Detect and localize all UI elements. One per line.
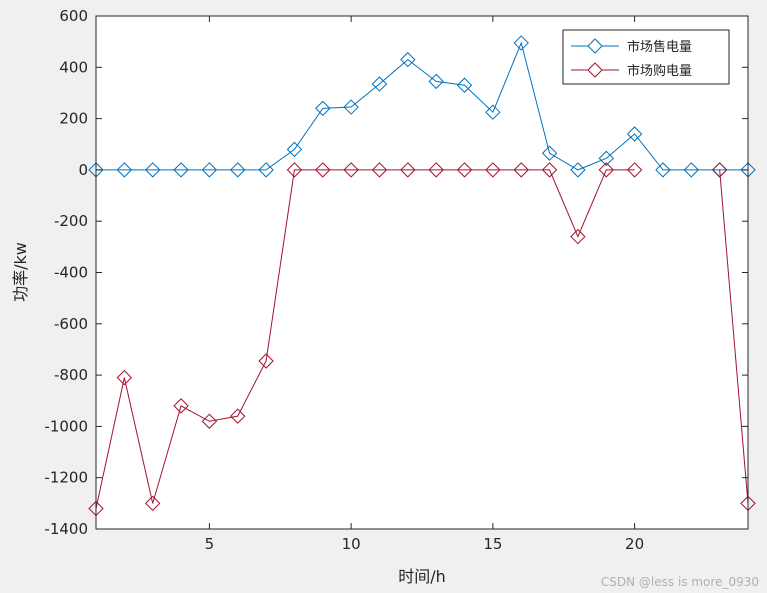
y-tick-label: -1400 <box>44 520 88 538</box>
data-point-marker <box>286 162 303 178</box>
y-tick-label: 0 <box>78 161 88 179</box>
data-point-marker <box>513 35 529 51</box>
data-point-marker <box>144 162 161 178</box>
data-point-marker <box>371 76 388 92</box>
data-point-marker <box>371 162 388 178</box>
series-layer <box>88 35 756 517</box>
data-point-marker <box>258 353 274 369</box>
legend-label: 市场购电量 <box>627 63 692 79</box>
x-tick-label: 5 <box>205 535 215 553</box>
legend-marker <box>587 38 603 54</box>
data-point-marker <box>343 162 359 178</box>
data-point-marker <box>201 162 218 178</box>
data-point-marker <box>513 162 529 178</box>
data-point-marker <box>711 162 728 178</box>
data-point-marker <box>116 369 133 386</box>
data-point-marker <box>116 162 133 178</box>
y-tick-label: -1000 <box>44 417 88 435</box>
data-point-marker <box>456 162 473 178</box>
data-point-marker <box>456 77 473 93</box>
data-point-marker <box>626 162 643 178</box>
data-point-marker <box>258 162 274 178</box>
series-line <box>96 41 748 171</box>
data-point-marker <box>541 162 558 178</box>
x-tick-label: 15 <box>483 535 502 553</box>
data-point-marker <box>230 162 246 178</box>
data-point-marker <box>485 104 501 120</box>
data-point-marker <box>485 162 501 178</box>
data-point-marker <box>315 162 331 178</box>
legend-item: 市场购电量 <box>571 62 692 79</box>
y-tick-label: -800 <box>54 366 88 384</box>
data-point-marker <box>598 150 614 167</box>
data-point-marker <box>683 162 700 178</box>
x-tick-label: 20 <box>625 535 644 553</box>
legend-item: 市场售电量 <box>571 38 692 55</box>
data-point-marker <box>626 126 643 142</box>
legend-box <box>562 29 730 85</box>
y-tick-label: -600 <box>54 315 88 333</box>
watermark: CSDN @less is more_0930 <box>600 575 759 589</box>
y-tick-label: -200 <box>54 212 88 230</box>
data-point-marker <box>230 408 246 424</box>
data-point-marker <box>315 100 331 117</box>
y-tick-label: -1200 <box>44 469 88 487</box>
legend-label: 市场售电量 <box>627 39 692 55</box>
data-point-marker <box>570 162 586 178</box>
y-axis-label: 功率/kw <box>11 242 30 302</box>
y-tick-label: -400 <box>54 264 88 282</box>
series-2 <box>88 162 756 517</box>
x-axis-label: 时间/h <box>398 567 446 586</box>
data-point-marker <box>144 495 161 512</box>
data-point-marker <box>428 73 444 90</box>
data-point-marker <box>598 162 614 178</box>
data-point-marker <box>173 398 189 414</box>
x-tick-label: 10 <box>342 535 361 553</box>
data-point-marker <box>286 141 303 158</box>
data-point-marker <box>655 162 671 178</box>
data-point-marker <box>570 228 586 245</box>
axes-layer: 5 10 15 20 600 400 200 0 -200 -400 -600 -800 -1000 -1… <box>44 7 749 553</box>
plot-area <box>96 16 748 529</box>
data-point-marker <box>201 413 218 429</box>
data-point-marker <box>173 162 189 178</box>
data-point-marker <box>541 145 558 161</box>
y-tick-label: 400 <box>59 58 88 76</box>
legend-marker <box>587 62 603 78</box>
data-point-marker <box>400 51 416 68</box>
data-point-marker <box>343 99 359 115</box>
y-tick-label: 600 <box>59 7 88 25</box>
data-point-marker <box>428 162 444 178</box>
y-tick-label: 200 <box>59 110 88 128</box>
data-point-marker <box>400 162 416 178</box>
